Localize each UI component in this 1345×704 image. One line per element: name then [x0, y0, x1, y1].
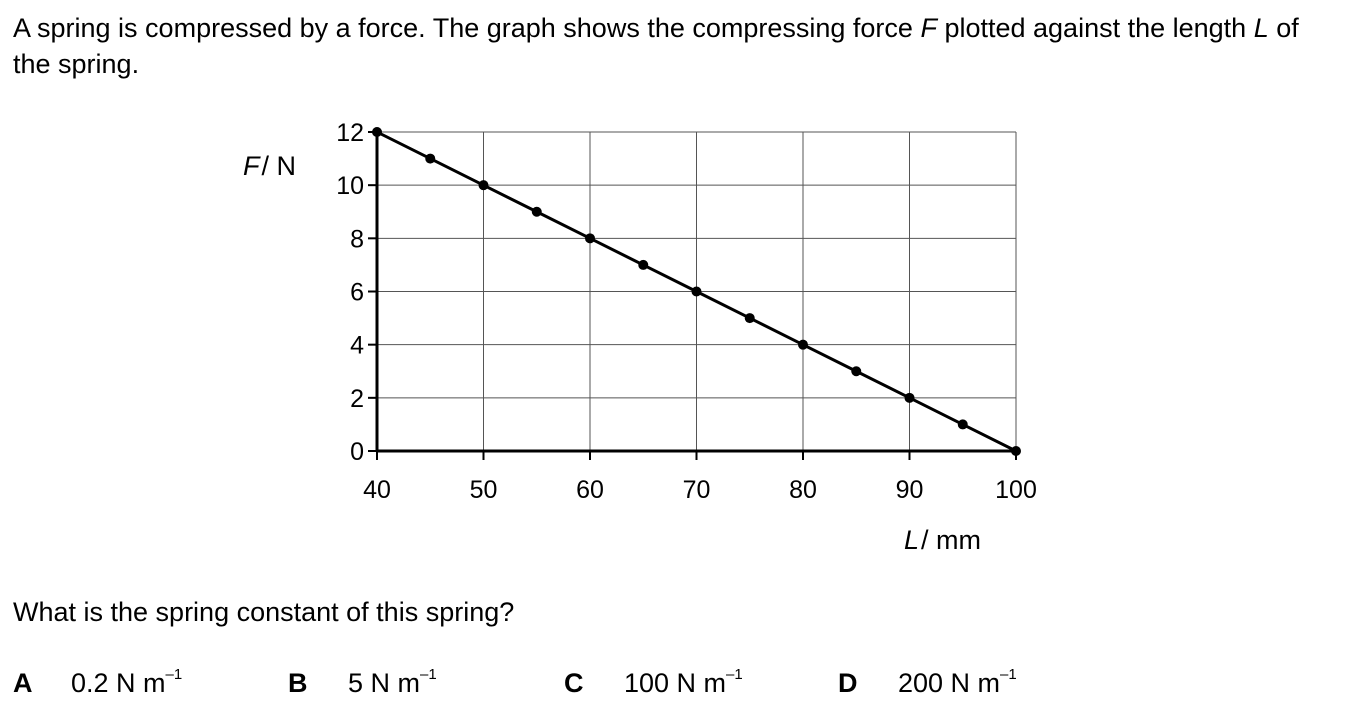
y-tick-label-10: 10 [336, 172, 364, 200]
data-point-55 [531, 206, 542, 217]
x-tick-label-70: 70 [683, 476, 711, 504]
problem-statement: A spring is compressed by a force. The g… [13, 10, 1338, 82]
x-axis-variable: L [904, 525, 919, 555]
data-point-85 [851, 366, 862, 377]
y-tick-label-8: 8 [350, 225, 364, 253]
option-c-value: 100 N m–1 [624, 666, 743, 698]
y-tick-label-4: 4 [350, 332, 364, 360]
intro-text-3: of the spring. [13, 13, 1299, 79]
option-b[interactable]: B 5 N m–1 [288, 662, 437, 699]
ticks: 0 2 4 6 8 10 12 40 50 60 70 80 90 100 [336, 119, 1037, 504]
option-d-value: 200 N m–1 [898, 666, 1017, 698]
data-point-95 [957, 419, 968, 430]
option-a[interactable]: A 0.2 N m–1 [13, 662, 182, 699]
option-b-value: 5 N m–1 [348, 666, 437, 698]
data-point-100 [1011, 446, 1021, 456]
y-axis-label: F/ N [243, 151, 296, 181]
option-b-exponent: –1 [420, 666, 437, 683]
option-a-exponent: –1 [165, 666, 183, 683]
data-point-40 [372, 127, 382, 137]
x-axis-unit: / mm [921, 525, 981, 555]
option-c-letter: C [564, 668, 584, 698]
force-variable: F [920, 13, 937, 43]
option-a-value: 0.2 N m–1 [71, 666, 183, 698]
intro-text-2: plotted against the length [936, 13, 1254, 43]
x-tick-label-100: 100 [995, 476, 1037, 504]
option-c-exponent: –1 [726, 666, 743, 683]
data-point-45 [425, 153, 436, 164]
x-tick-label-90: 90 [896, 476, 924, 504]
option-d-exponent: –1 [1000, 666, 1017, 683]
y-axis-unit: / N [262, 151, 297, 181]
x-tick-label-60: 60 [576, 476, 604, 504]
force-length-graph: 0 2 4 6 8 10 12 40 50 60 70 80 90 100 F/ N L/ mm [243, 119, 1037, 555]
y-tick-label-0: 0 [350, 438, 364, 466]
x-axis-label: L/ mm [904, 525, 981, 555]
x-tick-label-50: 50 [470, 476, 498, 504]
data-point-50 [478, 180, 489, 191]
option-d[interactable]: D 200 N m–1 [838, 662, 1017, 699]
x-tick-label-40: 40 [363, 476, 391, 504]
intro-text-1: A spring is compressed by a force. The g… [13, 13, 921, 43]
data-point-80 [798, 339, 808, 350]
data-point-65 [638, 259, 649, 270]
y-tick-label-12: 12 [336, 119, 364, 147]
y-tick-label-6: 6 [350, 279, 364, 307]
length-variable: L [1253, 13, 1269, 43]
y-tick-label-2: 2 [350, 385, 364, 413]
option-c[interactable]: C 100 N m–1 [564, 662, 743, 699]
data-point-75 [744, 313, 755, 324]
data-point-60 [585, 233, 595, 244]
data-point-90 [904, 392, 915, 403]
option-b-letter: B [288, 668, 308, 698]
option-a-letter: A [13, 668, 33, 698]
series [372, 127, 1021, 456]
option-d-letter: D [838, 668, 858, 698]
data-point-70 [691, 286, 702, 297]
y-axis-variable: F [243, 151, 261, 181]
x-tick-label-80: 80 [789, 476, 817, 504]
question-text: What is the spring constant of this spri… [13, 597, 515, 627]
